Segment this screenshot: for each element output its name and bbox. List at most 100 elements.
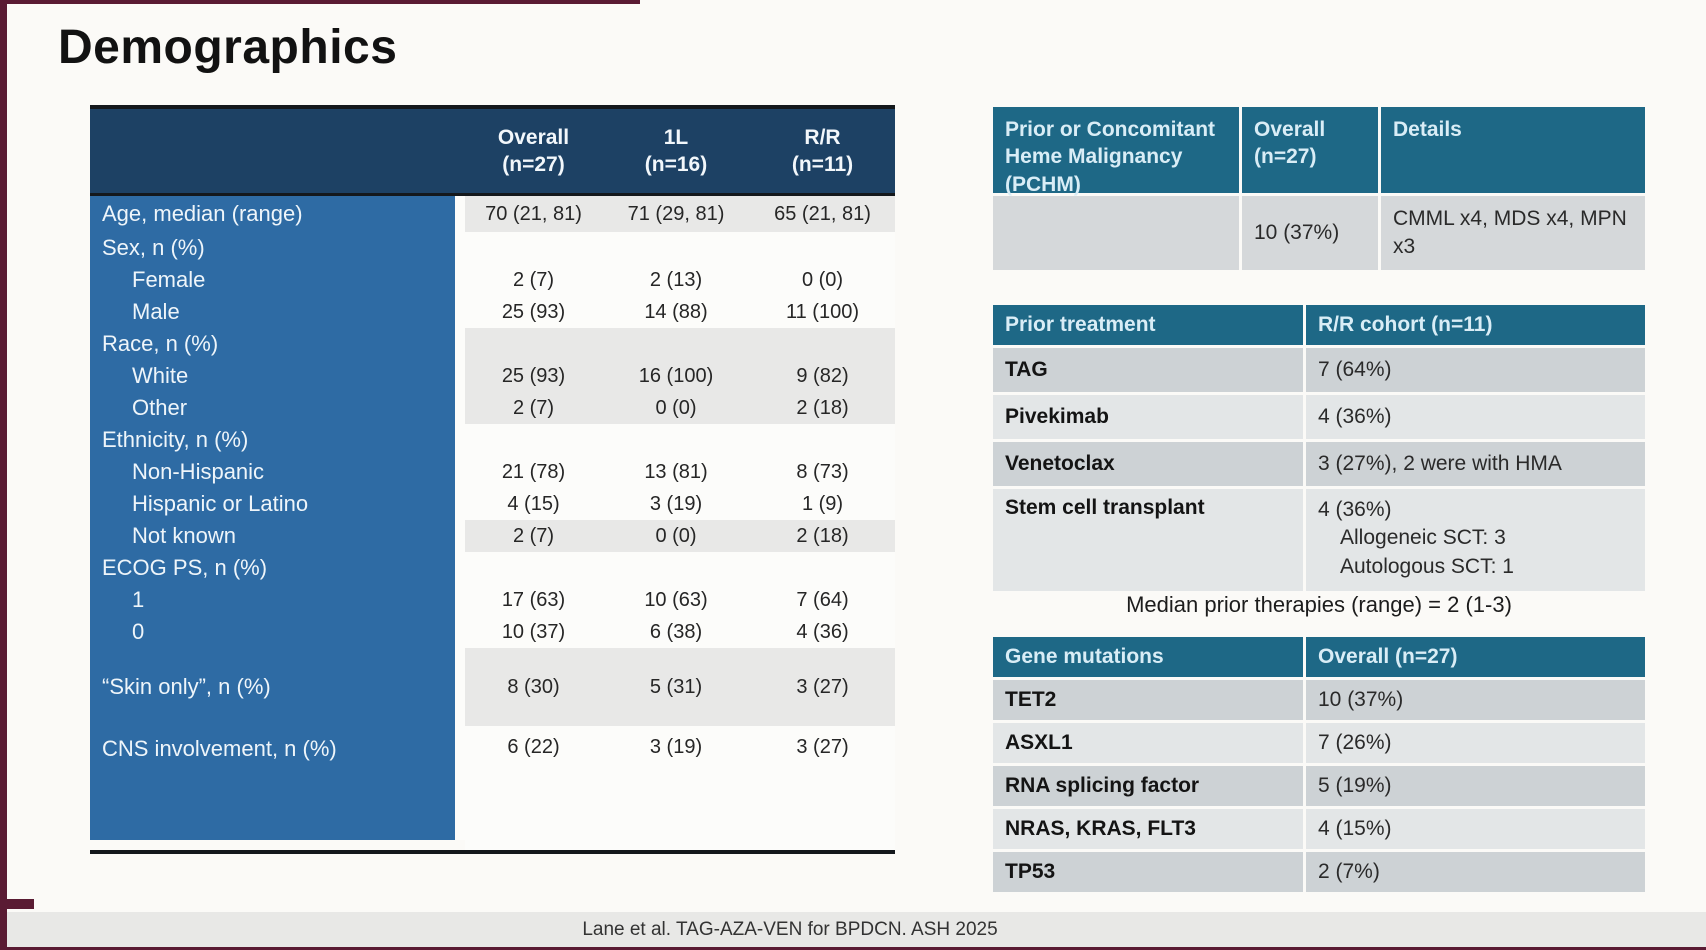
value-cell: 5 (31) — [602, 648, 750, 726]
value-cell: 0 (0) — [602, 392, 750, 424]
value-cell: 9 (82) — [750, 360, 895, 392]
column-gap-cell — [455, 456, 465, 488]
gene-label: NRAS, KRAS, FLT3 — [993, 809, 1303, 849]
value-cell: 10 (63) — [602, 584, 750, 616]
column-gap-cell — [455, 232, 465, 264]
demographics-body: Age, median (range) 70 (21, 81) 71 (29, 81… — [90, 196, 895, 850]
treatment-value-main: 7 (64%) — [1318, 357, 1392, 381]
value-cell — [750, 552, 895, 584]
row-label: CNS involvement, n (%) — [90, 726, 455, 840]
column-gap-cell — [455, 424, 465, 456]
row-label: ECOG PS, n (%) — [90, 552, 455, 584]
header-rr: R/R (n=11) — [791, 125, 854, 176]
value-cell — [465, 552, 602, 584]
value-cell: 1 (9) — [750, 488, 895, 520]
row-label: White — [90, 360, 455, 392]
row-label: Not known — [90, 520, 455, 552]
value-cell: 21 (78) — [465, 456, 602, 488]
gene-value: 7 (26%) — [1306, 723, 1645, 763]
value-cell — [602, 552, 750, 584]
value-cell: 16 (100) — [602, 360, 750, 392]
value-cell: 14 (88) — [602, 296, 750, 328]
value-cell: 65 (21, 81) — [750, 196, 895, 232]
column-gap-cell — [455, 360, 465, 392]
page-title: Demographics — [58, 21, 398, 74]
column-gap-cell — [455, 488, 465, 520]
pchm-overall-value: 10 (37%) — [1242, 196, 1378, 270]
header-empty-cell — [90, 109, 455, 193]
row-label: Female — [90, 264, 455, 296]
left-edge-bar — [0, 0, 7, 950]
value-cell: 0 (0) — [602, 520, 750, 552]
column-gap-cell — [455, 196, 465, 232]
gene-mutations-header: Gene mutations — [993, 637, 1303, 677]
value-cell — [750, 232, 895, 264]
gene-value: 4 (15%) — [1306, 809, 1645, 849]
value-cell: 2 (18) — [750, 392, 895, 424]
value-cell: 71 (29, 81) — [602, 196, 750, 232]
value-cell: 2 (7) — [465, 264, 602, 296]
pchm-empty-cell — [993, 196, 1239, 270]
column-gap-cell — [455, 520, 465, 552]
treatment-value-main: 4 (36%) — [1318, 404, 1392, 428]
treatment-value-subline: Allogeneic SCT: 3 — [1340, 526, 1506, 550]
column-gap-cell — [455, 552, 465, 584]
column-gap-cell — [455, 264, 465, 296]
row-label: Non-Hispanic — [90, 456, 455, 488]
value-cell: 2 (18) — [750, 520, 895, 552]
value-cell — [750, 424, 895, 456]
treatment-value: 4 (36%) — [1306, 395, 1645, 439]
gene-label: ASXL1 — [993, 723, 1303, 763]
demographics-table: Overall (n=27) 1L (n=16) R/R (n=11) Age,… — [90, 105, 895, 854]
bottom-edge-bar — [0, 945, 1706, 950]
pchm-details-value: CMML x4, MDS x4, MPN x3 — [1381, 196, 1645, 270]
header-gap-cell — [455, 109, 465, 193]
row-label: Other — [90, 392, 455, 424]
header-separator — [90, 193, 895, 196]
value-cell: 11 (100) — [750, 296, 895, 328]
value-cell: 6 (22) — [465, 726, 602, 850]
treatment-label: Venetoclax — [993, 442, 1303, 486]
value-cell: 8 (30) — [465, 648, 602, 726]
gene-overall-header: Overall (n=27) — [1306, 637, 1645, 677]
treatment-value-main: 4 (36%) — [1318, 498, 1392, 521]
top-edge-bar — [0, 0, 640, 4]
row-label: “Skin only”, n (%) — [90, 648, 455, 726]
value-cell: 0 (0) — [750, 264, 895, 296]
gene-value: 5 (19%) — [1306, 766, 1645, 806]
demographics-header-row: Overall (n=27) 1L (n=16) R/R (n=11) — [90, 109, 895, 193]
gene-label: TET2 — [993, 680, 1303, 720]
citation: Lane et al. TAG-AZA-VEN for BPDCN. ASH 2… — [582, 919, 998, 940]
value-cell — [602, 328, 750, 360]
column-gap-cell — [455, 616, 465, 648]
treatment-label: Pivekimab — [993, 395, 1303, 439]
column-gap-cell — [455, 296, 465, 328]
pchm-table: Prior or Concomitant Heme Malignancy (PC… — [993, 107, 1645, 270]
pchm-header-details: Details — [1381, 107, 1645, 193]
table-top-border — [90, 105, 895, 109]
column-gap-cell — [455, 584, 465, 616]
value-cell — [750, 328, 895, 360]
row-label: 0 — [90, 616, 455, 648]
value-cell: 25 (93) — [465, 296, 602, 328]
column-gap-cell — [455, 726, 465, 840]
value-cell — [465, 328, 602, 360]
value-cell: 13 (81) — [602, 456, 750, 488]
gene-value: 10 (37%) — [1306, 680, 1645, 720]
treatment-value: 4 (36%) Allogeneic SCT: 3 Autologous SCT: … — [1306, 489, 1645, 591]
prior-treatment-table: Prior treatment R/R cohort (n=11) TAG 7 (… — [993, 305, 1645, 591]
value-cell: 17 (63) — [465, 584, 602, 616]
treatment-label: TAG — [993, 348, 1303, 392]
row-label: Race, n (%) — [90, 328, 455, 360]
value-cell: 3 (27) — [750, 648, 895, 726]
column-gap-cell — [455, 328, 465, 360]
gene-mutations-table: Gene mutations Overall (n=27) TET2 10 (37… — [993, 637, 1645, 892]
rr-cohort-header: R/R cohort (n=11) — [1306, 305, 1645, 345]
value-cell: 2 (7) — [465, 520, 602, 552]
value-cell: 10 (37) — [465, 616, 602, 648]
prior-treatment-header: Prior treatment — [993, 305, 1303, 345]
row-label: Male — [90, 296, 455, 328]
row-label: Ethnicity, n (%) — [90, 424, 455, 456]
column-gap-cell — [455, 392, 465, 424]
value-cell: 70 (21, 81) — [465, 196, 602, 232]
